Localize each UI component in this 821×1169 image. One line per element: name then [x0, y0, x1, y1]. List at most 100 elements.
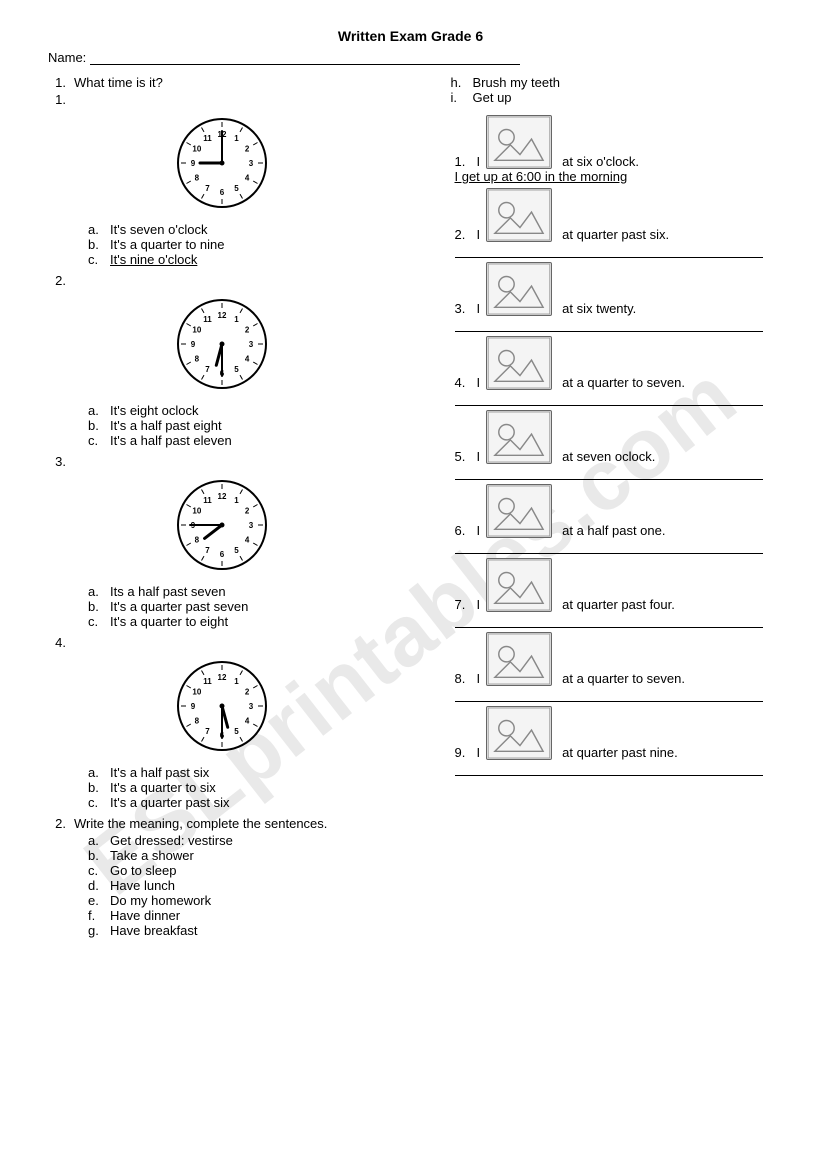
svg-text:11: 11	[204, 315, 213, 324]
routine-before: I	[477, 671, 481, 686]
svg-text:2: 2	[245, 145, 250, 154]
answer-option[interactable]: a.It's eight oclock	[88, 403, 397, 418]
routine-picture-icon	[486, 336, 552, 390]
answer-blank[interactable]	[455, 318, 764, 332]
answer-option[interactable]: a.It's seven o'clock	[88, 222, 397, 237]
svg-text:2: 2	[245, 688, 250, 697]
answer-option[interactable]: c.It's a quarter past six	[88, 795, 397, 810]
answer-option[interactable]: a.It's a half past six	[88, 765, 397, 780]
svg-text:10: 10	[193, 145, 202, 154]
option-text: Its a half past seven	[110, 584, 226, 599]
clock-1: 123456789101112	[48, 115, 397, 214]
svg-text:7: 7	[206, 365, 211, 374]
left-column: 1. What time is it? 1. 123456789101112a.…	[48, 75, 397, 938]
option-text: It's a quarter to nine	[110, 237, 225, 252]
svg-text:2: 2	[245, 326, 250, 335]
svg-text:5: 5	[235, 184, 240, 193]
clock-2: 123456789101112	[48, 296, 397, 395]
option-text: It's a quarter to eight	[110, 614, 228, 629]
svg-text:8: 8	[195, 717, 200, 726]
extra-vocab: h.Brush my teethi.Get up	[451, 75, 774, 105]
routine-before: I	[477, 301, 481, 316]
vocab-text: Get dressed: vestirse	[110, 833, 233, 848]
option-letter: b.	[88, 780, 110, 795]
answer-option[interactable]: c.It's a quarter to eight	[88, 614, 397, 629]
routine-after: at six twenty.	[562, 301, 636, 316]
routine-picture-icon	[486, 632, 552, 686]
option-letter: a.	[88, 765, 110, 780]
vocab-list: a.Get dressed: vestirseb.Take a showerc.…	[88, 833, 397, 938]
option-letter: a.	[88, 222, 110, 237]
option-letter: a.	[88, 403, 110, 418]
routine-after: at quarter past six.	[562, 227, 669, 242]
name-line: Name:	[48, 50, 773, 65]
answer-blank[interactable]	[455, 762, 764, 776]
svg-text:7: 7	[206, 184, 211, 193]
vocab-text: Go to sleep	[110, 863, 177, 878]
option-letter: b.	[88, 418, 110, 433]
routine-after: at seven oclock.	[562, 449, 655, 464]
vocab-item: i.Get up	[451, 90, 774, 105]
routine-after: at a quarter to seven.	[562, 671, 685, 686]
vocab-item: f.Have dinner	[88, 908, 397, 923]
answer-blank[interactable]	[455, 392, 764, 406]
routine-number: 8.	[455, 671, 477, 686]
question-2: 2. Write the meaning, complete the sente…	[48, 816, 397, 831]
svg-text:8: 8	[195, 355, 200, 364]
svg-text:1: 1	[235, 677, 240, 686]
routine-picture-icon	[486, 115, 552, 169]
clock-icon: 123456789101112	[174, 296, 270, 395]
routine-number: 1.	[455, 154, 477, 169]
answer-option[interactable]: b.It's a half past eight	[88, 418, 397, 433]
svg-text:11: 11	[204, 134, 213, 143]
routine-item: 9.Iat quarter past nine.	[425, 706, 774, 776]
vocab-item: d.Have lunch	[88, 878, 397, 893]
option-letter: c.	[88, 795, 110, 810]
vocab-letter: c.	[88, 863, 110, 878]
answer-blank[interactable]	[455, 614, 764, 628]
routine-before: I	[477, 227, 481, 242]
svg-text:10: 10	[193, 326, 202, 335]
vocab-text: Have lunch	[110, 878, 175, 893]
vocab-text: Do my homework	[110, 893, 211, 908]
svg-text:4: 4	[245, 355, 250, 364]
answer-blank[interactable]	[455, 540, 764, 554]
option-text: It's a quarter to six	[110, 780, 216, 795]
svg-text:2: 2	[245, 507, 250, 516]
routine-item: 2.Iat quarter past six.	[425, 188, 774, 258]
clock-icon: 123456789101112	[174, 477, 270, 576]
answer-option[interactable]: c.It's a half past eleven	[88, 433, 397, 448]
routine-item: 3.Iat six twenty.	[425, 262, 774, 332]
answer-option[interactable]: b.It's a quarter to six	[88, 780, 397, 795]
svg-text:5: 5	[235, 365, 240, 374]
routine-before: I	[477, 375, 481, 390]
svg-text:3: 3	[249, 702, 254, 711]
vocab-text: Brush my teeth	[473, 75, 560, 90]
vocab-text: Take a shower	[110, 848, 194, 863]
vocab-text: Get up	[473, 90, 512, 105]
vocab-letter: b.	[88, 848, 110, 863]
svg-text:12: 12	[218, 673, 227, 682]
option-text: It's nine o'clock	[110, 252, 197, 267]
svg-text:3: 3	[249, 340, 254, 349]
name-blank[interactable]	[90, 64, 520, 65]
question-1: 1. What time is it?	[48, 75, 397, 90]
answer-option[interactable]: c.It's nine o'clock	[88, 252, 397, 267]
clock-q-number: 2.	[48, 273, 74, 288]
answer-blank[interactable]	[455, 466, 764, 480]
answer-option[interactable]: a.Its a half past seven	[88, 584, 397, 599]
vocab-text: Have dinner	[110, 908, 180, 923]
option-text: It's a half past eleven	[110, 433, 232, 448]
option-letter: b.	[88, 237, 110, 252]
vocab-letter: h.	[451, 75, 473, 90]
answer-option[interactable]: b.It's a quarter past seven	[88, 599, 397, 614]
answer-option[interactable]: b.It's a quarter to nine	[88, 237, 397, 252]
svg-text:3: 3	[249, 159, 254, 168]
svg-text:4: 4	[245, 536, 250, 545]
clock-icon: 123456789101112	[174, 658, 270, 757]
vocab-letter: g.	[88, 923, 110, 938]
vocab-letter: i.	[451, 90, 473, 105]
answer-blank[interactable]	[455, 244, 764, 258]
option-letter: b.	[88, 599, 110, 614]
answer-blank[interactable]	[455, 688, 764, 702]
